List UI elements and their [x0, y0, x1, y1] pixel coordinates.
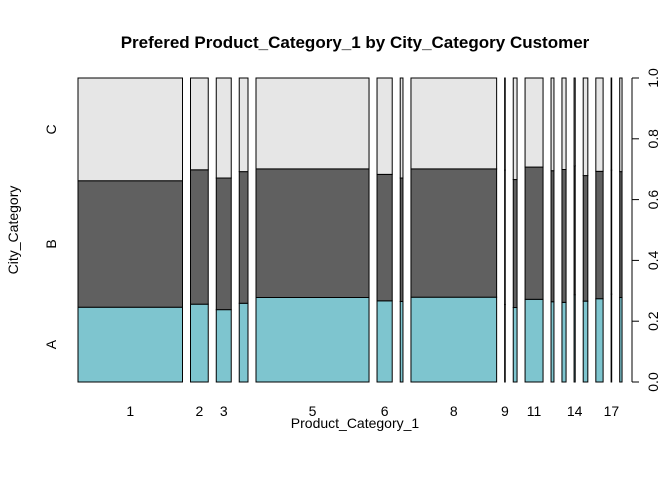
tile-cat-12-city-A	[550, 301, 555, 383]
tile-cat-6-city-C	[376, 77, 393, 175]
y-category-label-C: C	[43, 124, 59, 134]
tile-cat-10-city-B	[512, 179, 518, 309]
tile-cat-12-city-C	[550, 77, 555, 172]
tile-cat-10-city-A	[512, 307, 518, 383]
tile-cat-3-city-B	[215, 177, 232, 311]
chart-title: Prefered Product_Category_1 by City_Cate…	[121, 33, 590, 52]
tile-cat-8-city-A	[410, 296, 498, 383]
tile-cat-15-city-B	[582, 175, 589, 302]
x-tick-label-2: 2	[195, 403, 203, 419]
mosaic-tiles	[77, 77, 623, 383]
tile-cat-2-city-C	[190, 77, 209, 171]
tile-cat-18-city-A	[619, 296, 623, 383]
tile-cat-8-city-C	[410, 77, 498, 170]
tile-cat-9-city-B	[504, 169, 506, 305]
tile-cat-16-city-C	[595, 77, 604, 172]
tile-cat-16-city-A	[595, 298, 604, 383]
tile-cat-2-city-A	[190, 303, 209, 383]
right-axis-tick-label-0.6: 0.6	[645, 190, 661, 210]
tile-cat-6-city-B	[376, 173, 393, 302]
tile-cat-5-city-A	[255, 296, 370, 383]
y-category-labels: A B C	[43, 124, 59, 349]
x-tick-label-1: 1	[126, 403, 134, 419]
tile-cat-13-city-B	[561, 169, 567, 303]
tile-cat-7-city-A	[399, 300, 404, 383]
tile-cat-14-city-A	[573, 294, 576, 383]
tile-cat-2-city-B	[190, 169, 209, 305]
x-tick-label-3: 3	[220, 403, 228, 419]
tile-cat-17-city-C	[610, 77, 613, 171]
right-axis-tick-label-0.4: 0.4	[645, 250, 661, 270]
tile-cat-14-city-B	[573, 165, 576, 296]
tile-cat-3-city-C	[215, 77, 232, 179]
tile-cat-1-city-C	[77, 77, 183, 182]
x-tick-label-11: 11	[527, 403, 542, 419]
tile-cat-16-city-B	[595, 170, 604, 300]
right-axis-tick-label-0.8: 0.8	[645, 129, 661, 149]
tile-cat-3-city-A	[215, 309, 232, 383]
tile-cat-10-city-C	[512, 77, 518, 181]
x-tick-label-6: 6	[381, 403, 389, 419]
x-axis-label: Product_Category_1	[291, 415, 420, 431]
tile-cat-9-city-C	[504, 77, 506, 171]
x-tick-label-5: 5	[309, 403, 317, 419]
tile-cat-13-city-A	[561, 301, 567, 383]
tile-cat-5-city-B	[255, 168, 370, 298]
y-category-label-A: A	[43, 339, 59, 349]
tile-cat-12-city-B	[550, 170, 555, 303]
y-category-label-B: B	[43, 239, 59, 248]
tile-cat-17-city-B	[610, 169, 613, 295]
tile-cat-6-city-A	[376, 300, 393, 383]
y-axis-label: City_Category	[5, 186, 21, 275]
tile-cat-5-city-C	[255, 77, 370, 170]
tile-cat-1-city-B	[77, 180, 183, 308]
tile-cat-7-city-C	[399, 77, 404, 179]
tile-cat-7-city-B	[399, 177, 404, 302]
tile-cat-8-city-B	[410, 168, 498, 298]
right-axis-tick-label-0.0: 0.0	[645, 372, 661, 392]
tile-cat-9-city-A	[504, 303, 506, 383]
tile-cat-11-city-A	[524, 298, 544, 383]
x-tick-labels: 1 2 3 5 6 8 9 11 14 17	[126, 403, 619, 419]
x-tick-label-9: 9	[501, 403, 509, 419]
right-axis-tick-label-1.0: 1.0	[645, 68, 661, 88]
x-tick-label-14: 14	[567, 403, 583, 419]
tile-cat-13-city-C	[561, 77, 567, 170]
right-axis-tick-label-0.2: 0.2	[645, 311, 661, 331]
tile-cat-18-city-C	[619, 77, 623, 173]
tile-cat-15-city-A	[582, 300, 589, 383]
tile-cat-4-city-C	[238, 77, 249, 173]
tile-cat-17-city-A	[610, 293, 613, 383]
tile-cat-18-city-B	[619, 171, 623, 298]
tile-cat-4-city-B	[238, 171, 249, 304]
right-axis: 0.0 0.2 0.4 0.6 0.8 1.0	[631, 68, 661, 392]
tile-cat-14-city-C	[573, 77, 576, 167]
tile-cat-15-city-C	[582, 77, 589, 177]
x-tick-label-8: 8	[450, 403, 458, 419]
tile-cat-4-city-A	[238, 302, 249, 383]
tile-cat-11-city-B	[524, 166, 544, 300]
tile-cat-11-city-C	[524, 77, 544, 168]
x-tick-label-17: 17	[604, 403, 620, 419]
tile-cat-1-city-A	[77, 306, 183, 383]
